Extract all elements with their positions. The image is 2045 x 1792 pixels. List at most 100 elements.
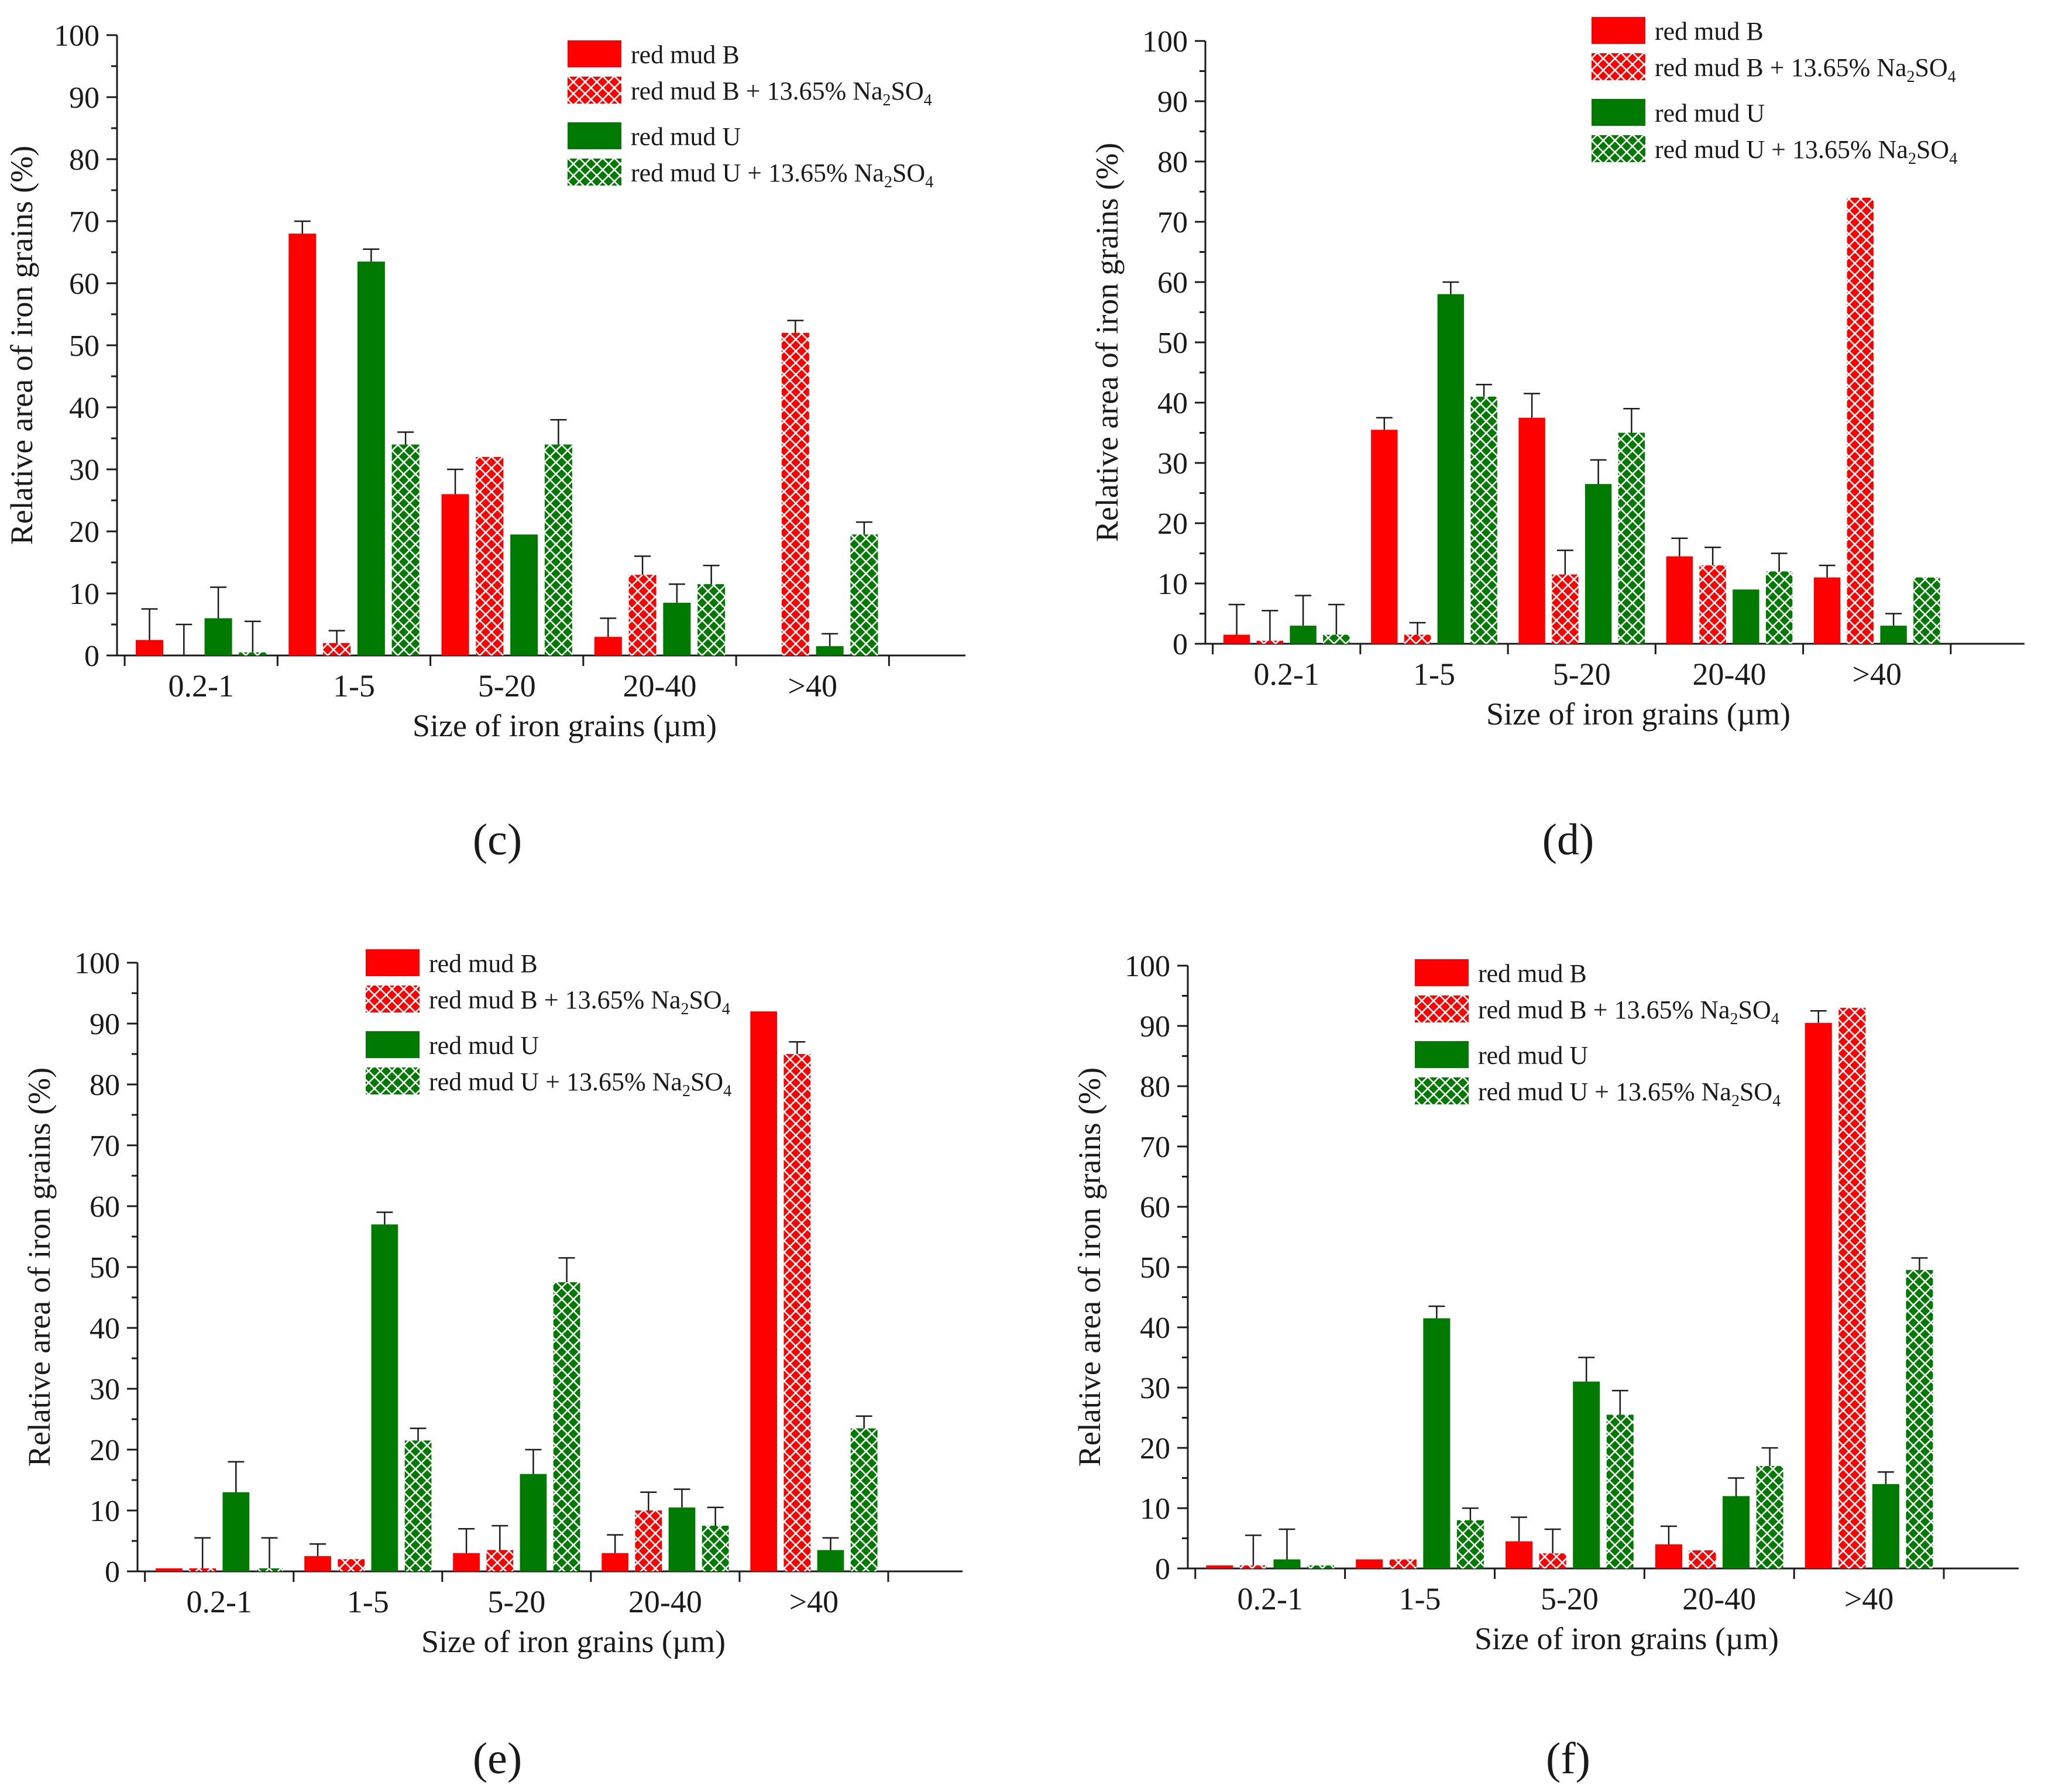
y-tick-label: 50 [69,329,99,363]
x-tick-label: 1-5 [1399,1581,1441,1616]
legend-label-b: red mud B [1478,959,1587,988]
bar [1423,1318,1451,1568]
bar [1506,1541,1533,1568]
bar [1913,577,1940,644]
legend-swatch-u [366,1031,420,1058]
legend-label-una: red mud U + 13.65% Na2SO4 [1655,135,1957,168]
legend-swatch-b [366,949,420,976]
y-tick-label: 100 [54,19,99,53]
bar [1847,197,1874,644]
legend-label-u: red mud U [429,1031,539,1060]
y-tick-label: 50 [1157,327,1188,360]
bar [1518,417,1545,644]
y-tick-label: 80 [69,143,99,177]
y-tick-label: 70 [69,205,99,239]
y-tick-label: 0 [84,640,99,673]
bar [1756,1465,1783,1568]
y-tick-label: 40 [1157,387,1188,420]
y-tick-label: 90 [1157,85,1188,119]
bar [1573,1381,1600,1568]
y-tick-label: 90 [1140,1010,1170,1043]
y-tick-label: 10 [90,1495,120,1528]
bar [1539,1553,1566,1568]
x-tick-label: 1-5 [1413,657,1455,692]
y-tick-label: 100 [1125,950,1170,983]
legend: red mud B red mud B + 13.65% Na2SO4 red mu… [1592,17,1957,168]
bar [239,652,267,655]
x-tick-label: >40 [788,668,837,703]
bar [1872,1484,1899,1568]
legend-swatch-u [568,122,621,149]
y-axis-label: Relative area of iron grains (%) [22,1067,57,1467]
legend-label-una: red mud U + 13.65% Na2SO4 [429,1067,731,1100]
bar [850,534,878,655]
y-tick-label: 20 [1140,1432,1170,1465]
x-tick-label: 20-40 [1682,1581,1756,1616]
legend-swatch-una [366,1067,420,1094]
legend-label-bna: red mud B + 13.65% Na2SO4 [429,986,730,1018]
y-tick-label: 0 [105,1556,120,1589]
bar [1585,484,1612,644]
bar [1765,571,1793,644]
legend-swatch-una [1415,1077,1469,1104]
bar [697,584,726,655]
bar [222,1492,250,1571]
bar [1239,1565,1267,1568]
y-tick-label: 70 [1140,1131,1170,1164]
legend-label-u: red mud U [1655,99,1765,128]
y-tick-label: 20 [69,516,99,549]
bar [288,234,317,655]
chart-f: 0 10 20 30 40 50 60 70 80 90 100 0.2-1 1-5 5-20 20-40 >… [1072,950,2019,1656]
x-tick-label: 5-20 [1553,657,1611,692]
bar [1223,634,1250,644]
y-tick-label: 100 [74,947,120,980]
x-tick-label: 20-40 [628,1584,702,1619]
bar [750,1011,778,1571]
bar [817,1550,844,1571]
y-tick-label: 0 [1173,628,1188,661]
legend-label-bna: red mud B + 13.65% Na2SO4 [1478,995,1779,1028]
bar [1404,634,1431,644]
bar [1880,626,1907,644]
legend-swatch-b [1415,959,1469,986]
bar [1256,640,1284,644]
bar [1437,294,1465,644]
legend-label-bna: red mud B + 13.65% Na2SO4 [631,77,932,109]
bar [1552,574,1579,644]
y-tick-label: 70 [1157,206,1188,239]
y-tick-label: 60 [69,267,99,301]
bar [476,456,504,655]
panel-label-e: (e) [473,1734,522,1783]
bar [338,1559,365,1571]
y-tick-label: 0 [1155,1553,1170,1586]
bar [204,618,232,655]
x-tick-label: 20-40 [1693,657,1766,692]
bar [635,1511,662,1571]
legend-label-b: red mud B [631,40,740,69]
bar [816,646,844,655]
x-axis-label: Size of iron grains (µm) [413,708,717,743]
legend-swatch-bna [568,77,621,104]
legend-label-b: red mud B [429,949,538,978]
bar [371,1224,398,1571]
bar [702,1526,729,1571]
y-tick-label: 10 [1157,568,1188,601]
bar [850,1428,878,1571]
bar [1206,1565,1233,1568]
bar [520,1474,547,1571]
bar [304,1556,331,1571]
bar [553,1282,580,1571]
y-tick-label: 90 [69,81,99,115]
bar [357,261,385,655]
bar [323,643,351,655]
bar [544,444,572,655]
legend-swatch-bna [1415,995,1469,1022]
bar [453,1553,480,1571]
y-tick-label: 60 [1157,266,1188,300]
y-axis-label: Relative area of iron grains (%) [1089,143,1125,542]
x-tick-label: 0.2-1 [1253,657,1319,692]
legend-label-bna: red mud B + 13.65% Na2SO4 [1655,53,1956,86]
y-tick-label: 20 [90,1434,120,1467]
